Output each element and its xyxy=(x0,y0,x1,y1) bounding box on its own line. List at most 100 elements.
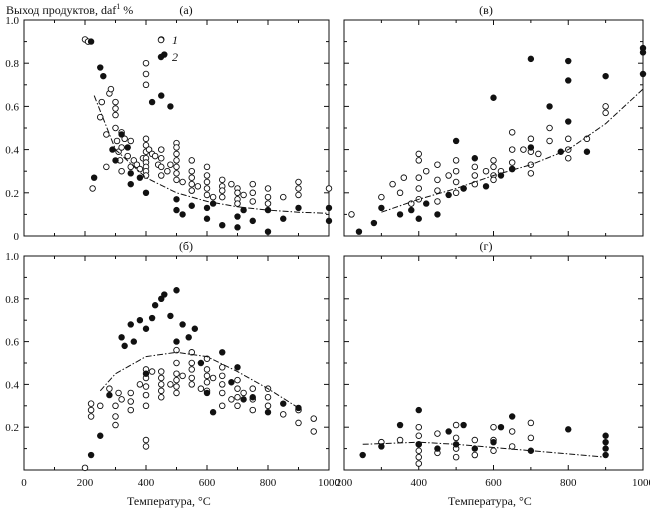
data-point-filled xyxy=(249,217,256,225)
data-point-open xyxy=(508,129,516,136)
data-point-open xyxy=(209,374,217,382)
data-point-filled xyxy=(565,118,572,125)
data-point-filled xyxy=(127,180,134,188)
y-axis-label-unit: % xyxy=(120,3,134,17)
data-point-filled xyxy=(197,359,205,367)
data-point-open xyxy=(452,421,460,429)
data-point-open xyxy=(422,167,430,175)
data-point-filled xyxy=(482,183,490,190)
data-point-open xyxy=(121,135,128,143)
y-tick-label: 0.4 xyxy=(5,145,19,157)
data-point-open xyxy=(157,393,165,401)
data-point-filled xyxy=(142,370,150,377)
data-point-open xyxy=(157,146,165,153)
panel-label: (г) xyxy=(480,239,493,253)
data-point-filled xyxy=(90,174,98,181)
data-point-open xyxy=(203,379,211,386)
data-point-open xyxy=(295,178,302,186)
data-point-open xyxy=(415,447,423,454)
x-tick-label: 800 xyxy=(260,477,277,489)
data-point-filled xyxy=(87,451,95,459)
data-point-open xyxy=(490,176,497,184)
x-tick-label: 200 xyxy=(77,477,94,489)
data-point-open xyxy=(434,187,441,194)
data-point-filled xyxy=(546,103,553,110)
data-point-open xyxy=(400,174,408,181)
data-point-open xyxy=(113,137,121,145)
data-point-open xyxy=(396,436,404,444)
data-point-open xyxy=(228,180,235,188)
data-point-filled xyxy=(121,342,128,350)
data-point-open xyxy=(434,430,441,437)
x-tick-label: 400 xyxy=(138,477,155,489)
panel-2: (б) 0.2 0.4 0.6 0.8 1.0 0 200 400 600 800 1000 xyxy=(5,239,340,489)
data-point-filled xyxy=(203,204,211,212)
data-point-open xyxy=(188,167,195,175)
y-tick-label: 0.4 xyxy=(5,379,19,391)
data-point-open xyxy=(203,178,211,186)
data-point-filled xyxy=(295,404,302,412)
data-point-filled xyxy=(158,295,165,302)
data-point-open xyxy=(188,157,195,164)
data-point-filled xyxy=(240,206,247,214)
data-point-open xyxy=(118,144,125,151)
data-point-open xyxy=(203,355,211,362)
data-point-filled xyxy=(565,57,572,65)
data-point-filled xyxy=(234,213,241,220)
trend-line xyxy=(362,441,606,458)
data-point-filled xyxy=(602,438,609,446)
data-point-open xyxy=(127,389,134,397)
data-point-open xyxy=(130,157,138,164)
data-point-open xyxy=(602,109,609,117)
data-point-open xyxy=(106,385,113,392)
data-point-open xyxy=(452,157,460,164)
panel-label: (б) xyxy=(179,239,193,253)
data-point-filled xyxy=(445,428,452,435)
data-point-open xyxy=(234,385,241,392)
data-point-open xyxy=(218,187,226,194)
data-point-open xyxy=(490,163,497,171)
data-point-filled xyxy=(167,103,174,110)
data-point-filled xyxy=(173,196,180,203)
data-point-filled xyxy=(173,338,180,345)
data-point-open xyxy=(546,124,553,132)
data-point-open xyxy=(234,402,241,410)
data-point-open xyxy=(565,135,572,143)
trend-line xyxy=(99,351,299,409)
data-point-filled xyxy=(508,413,516,420)
data-point-open xyxy=(142,81,150,89)
data-point-open xyxy=(602,103,609,110)
data-point-filled xyxy=(136,317,144,324)
data-point-filled xyxy=(264,228,272,235)
data-point-open xyxy=(527,434,535,442)
x-tick-label: 400 xyxy=(411,477,428,489)
data-point-open xyxy=(264,200,272,207)
data-point-open xyxy=(112,413,119,420)
data-point-open xyxy=(188,374,195,382)
data-point-open xyxy=(103,131,110,138)
data-point-filled xyxy=(173,206,180,214)
y-tick-label: 0 xyxy=(14,231,20,243)
data-point-filled xyxy=(148,314,156,322)
data-point-filled xyxy=(415,406,422,414)
data-point-open xyxy=(142,443,150,450)
data-point-filled xyxy=(396,421,404,429)
data-point-open xyxy=(81,464,89,472)
data-point-filled xyxy=(370,219,378,227)
data-point-filled xyxy=(280,400,287,407)
y-axis-label-text: Выход продуктов, daf xyxy=(6,3,117,17)
x-tick-label: 800 xyxy=(560,477,577,489)
data-point-open xyxy=(89,185,96,192)
data-point-open xyxy=(295,419,302,427)
data-point-open xyxy=(218,364,226,371)
data-point-open xyxy=(188,359,195,367)
data-point-filled xyxy=(142,189,150,197)
data-point-filled xyxy=(234,364,241,371)
data-point-filled xyxy=(264,409,272,416)
data-point-open xyxy=(218,389,226,397)
data-point-open xyxy=(127,398,134,405)
data-point-open xyxy=(188,187,195,194)
data-point-open xyxy=(157,172,165,179)
data-point-open xyxy=(87,413,95,420)
data-point-open xyxy=(142,402,150,410)
